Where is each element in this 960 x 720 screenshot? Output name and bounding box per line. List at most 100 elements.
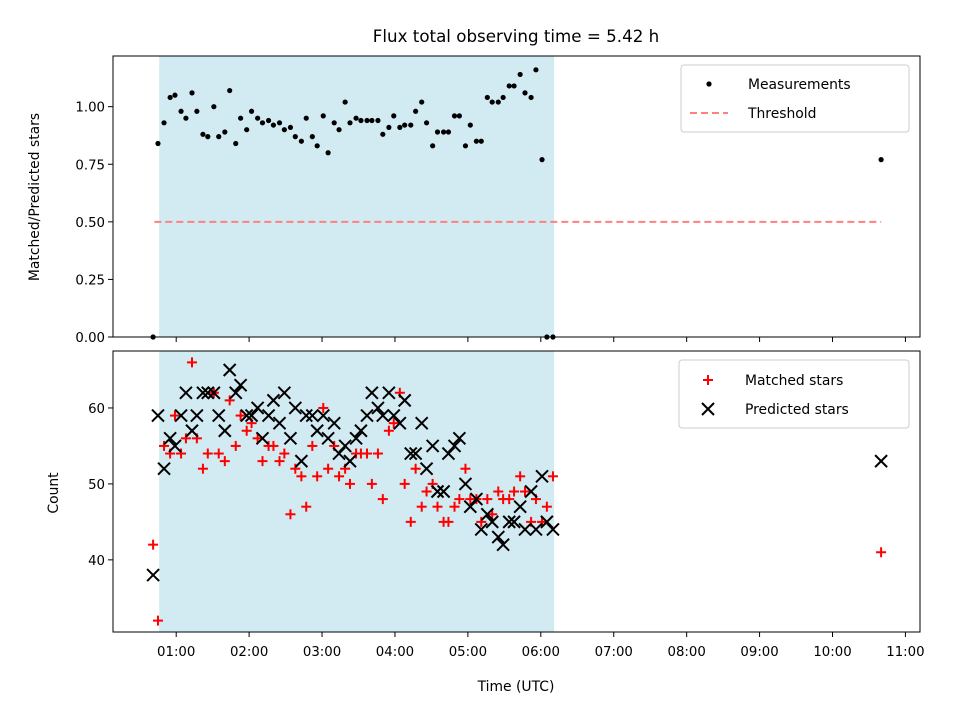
predicted-star-point (507, 515, 521, 529)
predicted-star-point (305, 408, 320, 423)
predicted-star-point (535, 469, 549, 484)
matched-star-point (279, 448, 290, 459)
matched-star-point (152, 615, 163, 626)
matched-star-point (257, 456, 268, 467)
measurement-point (478, 138, 484, 144)
matched-star-point (460, 463, 471, 474)
xtick-label: 02:00 (230, 645, 268, 660)
legend-label-measurements: Measurements (748, 77, 851, 93)
predicted-star-point (458, 477, 473, 491)
predicted-star-point (201, 386, 215, 400)
measurement-point (172, 92, 178, 98)
matched-star-point (252, 433, 263, 444)
measurement-point (440, 129, 447, 135)
predicted-star-point (513, 499, 527, 514)
matched-star-point (372, 448, 383, 459)
predicted-star-point (430, 484, 445, 499)
matched-star-point (268, 440, 279, 451)
measurement-point (528, 94, 534, 101)
predicted-star-point (174, 408, 188, 423)
legend-label-threshold: Threshold (747, 106, 816, 122)
predicted-star-point (447, 439, 462, 453)
matched-star-point (169, 410, 180, 421)
matched-star-point (296, 471, 307, 482)
matched-star-point (186, 357, 197, 368)
matched-star-point (241, 425, 252, 436)
matched-star-point (148, 539, 159, 550)
measurement-point (287, 124, 294, 131)
measurement-point (155, 140, 161, 147)
measurement-point (484, 94, 490, 101)
xtick-label: 10:00 (813, 645, 851, 660)
matched-star-point (307, 440, 318, 451)
predicted-star-point (463, 499, 478, 514)
measurement-point (205, 134, 211, 140)
matched-star-point (449, 501, 460, 512)
measurement-point (325, 150, 331, 156)
predicted-star-point (299, 408, 313, 423)
measurement-point (161, 120, 167, 126)
predicted-star-point (414, 416, 429, 430)
matched-star-point (219, 456, 230, 467)
matched-star-point (159, 440, 170, 451)
matched-star-point (285, 509, 296, 520)
measurement-point (167, 94, 173, 101)
measurement-point (342, 99, 348, 105)
measurement-point (375, 117, 381, 124)
measurement-point (423, 120, 430, 126)
chart-title: Flux total observing time = 5.42 h (373, 26, 659, 46)
bottom-observing-span (159, 351, 555, 632)
measurement-point (533, 67, 539, 73)
measurement-point (244, 127, 250, 133)
matched-star-point (405, 516, 416, 527)
matched-star-point (334, 471, 345, 482)
predicted-star-point (327, 416, 341, 430)
measurement-point (539, 157, 545, 163)
xtick-label: 03:00 (303, 645, 341, 660)
measurement-point (445, 129, 452, 135)
predicted-star-point (233, 378, 248, 392)
measurement-point (473, 138, 479, 144)
xtick-label: 06:00 (522, 645, 560, 660)
matched-star-point (290, 463, 301, 474)
matched-star-point (487, 509, 498, 520)
legend-marker-measurements (706, 81, 712, 87)
x-axis-label: Time (UTC) (477, 679, 555, 695)
matched-star-point (362, 448, 373, 459)
measurement-point (248, 108, 255, 114)
matched-star-point (224, 395, 235, 406)
measurement-point (189, 90, 195, 96)
top-legend: Measurements Threshold (680, 64, 910, 133)
predicted-star-point (261, 408, 276, 423)
measurement-point (878, 157, 884, 163)
predicted-star-point (469, 492, 484, 506)
measurement-point (408, 122, 414, 128)
predicted-star-point (179, 386, 193, 400)
predicted-star-point (222, 363, 237, 377)
matched-star-point (493, 486, 504, 497)
measurement-point (391, 113, 397, 119)
predicted-star-point (229, 386, 243, 400)
predicted-star-point (316, 408, 330, 423)
bottom-y-axis-label: Count (46, 472, 62, 514)
measurement-point (347, 120, 353, 126)
measurement-point (500, 94, 506, 101)
predicted-star-point (272, 416, 287, 430)
xtick-label: 07:00 (595, 645, 633, 660)
measurement-point (364, 117, 370, 124)
measurement-point (397, 124, 403, 131)
predicted-star-point (480, 507, 495, 521)
measurement-point (331, 120, 337, 126)
bottom-panel: 40 50 60 01:00 02:00 03:00 04:00 05:00 06:00 07:… (46, 350, 925, 695)
predicted-star-point (404, 446, 418, 461)
matched-star-point (176, 448, 187, 459)
measurement-point (309, 134, 315, 140)
measurement-point (451, 113, 458, 119)
measurement-point (259, 120, 266, 126)
matched-star-point (202, 448, 213, 459)
top-ytick-label: 0.25 (75, 273, 105, 288)
measurement-point (522, 90, 528, 96)
matched-star-point (323, 463, 334, 474)
matched-star-point (213, 448, 224, 459)
measurement-point (292, 134, 298, 140)
